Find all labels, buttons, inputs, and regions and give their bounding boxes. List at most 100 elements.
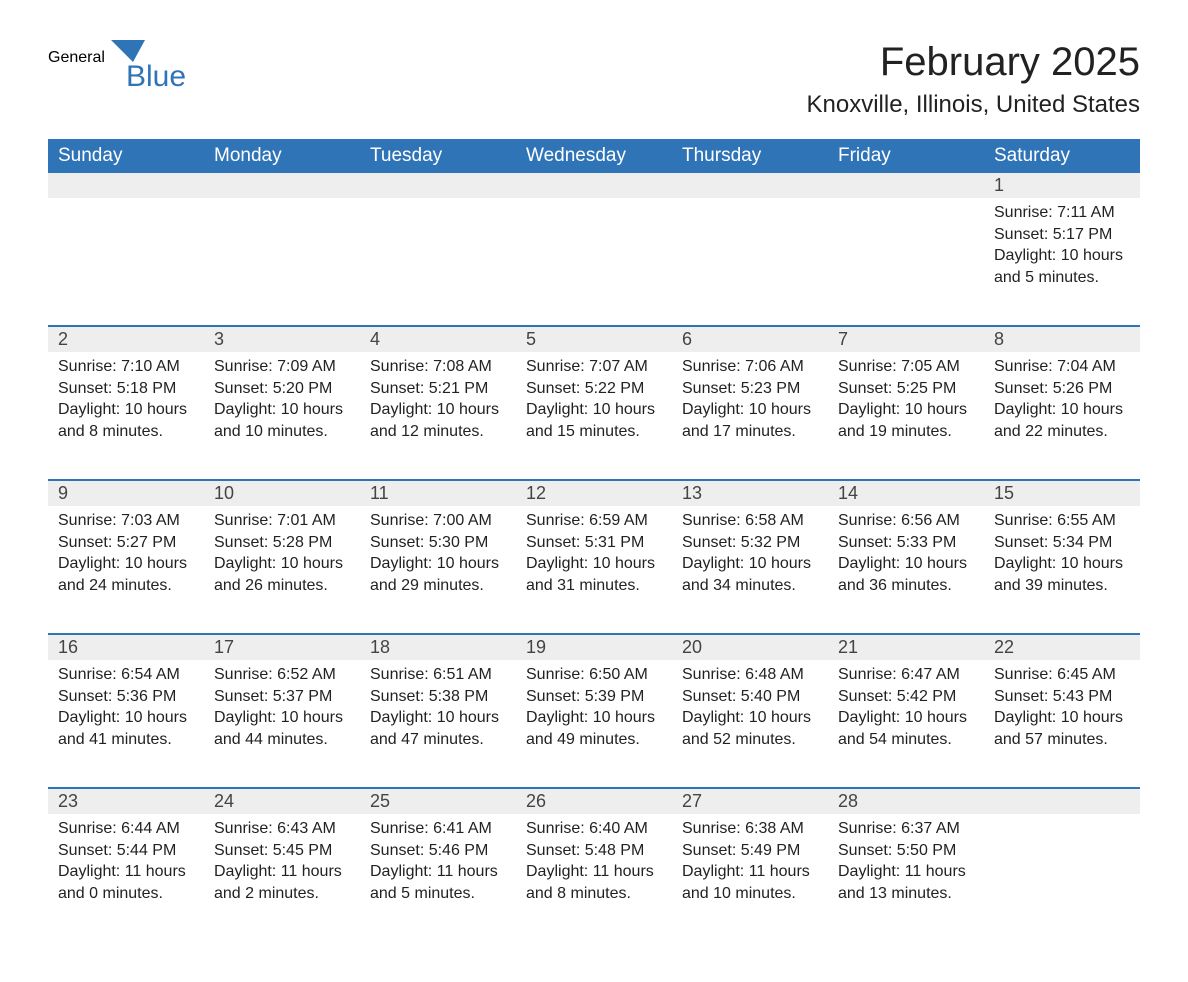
day-cell: Sunrise: 7:09 AMSunset: 5:20 PMDaylight:…	[204, 352, 360, 480]
day-number-row: 2345678	[48, 327, 1140, 352]
sunrise-text: Sunrise: 6:48 AM	[682, 664, 818, 686]
sunrise-text: Sunrise: 7:03 AM	[58, 510, 194, 532]
day-cell: Sunrise: 7:06 AMSunset: 5:23 PMDaylight:…	[672, 352, 828, 480]
sunrise-text: Sunrise: 6:56 AM	[838, 510, 974, 532]
location: Knoxville, Illinois, United States	[807, 91, 1141, 119]
day-number-cell: 17	[204, 635, 360, 660]
sunrise-text: Sunrise: 6:54 AM	[58, 664, 194, 686]
day-cell: Sunrise: 6:38 AMSunset: 5:49 PMDaylight:…	[672, 814, 828, 942]
title-block: February 2025 Knoxville, Illinois, Unite…	[807, 40, 1141, 119]
day-number-cell: 19	[516, 635, 672, 660]
calendar-head: SundayMondayTuesdayWednesdayThursdayFrid…	[48, 139, 1140, 173]
weekday-header: Tuesday	[360, 139, 516, 173]
day-cell: Sunrise: 6:58 AMSunset: 5:32 PMDaylight:…	[672, 506, 828, 634]
day-cell: Sunrise: 6:37 AMSunset: 5:50 PMDaylight:…	[828, 814, 984, 942]
day-cell: Sunrise: 6:54 AMSunset: 5:36 PMDaylight:…	[48, 660, 204, 788]
day-number-cell: 13	[672, 481, 828, 506]
sunrise-text: Sunrise: 7:01 AM	[214, 510, 350, 532]
sunset-text: Sunset: 5:20 PM	[214, 378, 350, 400]
day-number-cell: 15	[984, 481, 1140, 506]
logo: General Blue	[48, 40, 186, 92]
day-number-cell: 1	[984, 173, 1140, 198]
day-number-cell: 14	[828, 481, 984, 506]
sunset-text: Sunset: 5:43 PM	[994, 686, 1130, 708]
daylight-text: Daylight: 10 hours and 54 minutes.	[838, 707, 974, 750]
daylight-text: Daylight: 10 hours and 34 minutes.	[682, 553, 818, 596]
day-cell: Sunrise: 6:48 AMSunset: 5:40 PMDaylight:…	[672, 660, 828, 788]
day-number-cell: 21	[828, 635, 984, 660]
day-content-row: Sunrise: 6:44 AMSunset: 5:44 PMDaylight:…	[48, 814, 1140, 942]
sunrise-text: Sunrise: 7:00 AM	[370, 510, 506, 532]
day-number-cell	[360, 173, 516, 198]
daylight-text: Daylight: 10 hours and 10 minutes.	[214, 399, 350, 442]
daylight-text: Daylight: 10 hours and 29 minutes.	[370, 553, 506, 596]
sunset-text: Sunset: 5:28 PM	[214, 532, 350, 554]
sunset-text: Sunset: 5:27 PM	[58, 532, 194, 554]
weekday-header: Monday	[204, 139, 360, 173]
day-cell	[360, 198, 516, 326]
daylight-text: Daylight: 11 hours and 8 minutes.	[526, 861, 662, 904]
daylight-text: Daylight: 10 hours and 24 minutes.	[58, 553, 194, 596]
day-cell: Sunrise: 7:07 AMSunset: 5:22 PMDaylight:…	[516, 352, 672, 480]
daylight-text: Daylight: 10 hours and 36 minutes.	[838, 553, 974, 596]
calendar-table: SundayMondayTuesdayWednesdayThursdayFrid…	[48, 139, 1140, 942]
sunrise-text: Sunrise: 7:11 AM	[994, 202, 1130, 224]
weekday-header: Friday	[828, 139, 984, 173]
sunrise-text: Sunrise: 7:04 AM	[994, 356, 1130, 378]
sunset-text: Sunset: 5:42 PM	[838, 686, 974, 708]
day-cell: Sunrise: 6:40 AMSunset: 5:48 PMDaylight:…	[516, 814, 672, 942]
day-number-cell	[984, 789, 1140, 814]
day-number-cell: 4	[360, 327, 516, 352]
sunset-text: Sunset: 5:22 PM	[526, 378, 662, 400]
logo-text-blue: Blue	[126, 62, 186, 92]
day-number-cell: 12	[516, 481, 672, 506]
day-number-row: 232425262728	[48, 789, 1140, 814]
sunset-text: Sunset: 5:49 PM	[682, 840, 818, 862]
day-cell: Sunrise: 6:55 AMSunset: 5:34 PMDaylight:…	[984, 506, 1140, 634]
daylight-text: Daylight: 11 hours and 10 minutes.	[682, 861, 818, 904]
day-number-row: 16171819202122	[48, 635, 1140, 660]
daylight-text: Daylight: 11 hours and 5 minutes.	[370, 861, 506, 904]
sunset-text: Sunset: 5:39 PM	[526, 686, 662, 708]
sunrise-text: Sunrise: 7:09 AM	[214, 356, 350, 378]
sunrise-text: Sunrise: 6:37 AM	[838, 818, 974, 840]
day-cell: Sunrise: 7:05 AMSunset: 5:25 PMDaylight:…	[828, 352, 984, 480]
sunrise-text: Sunrise: 6:45 AM	[994, 664, 1130, 686]
sunset-text: Sunset: 5:26 PM	[994, 378, 1130, 400]
calendar-body: 1Sunrise: 7:11 AMSunset: 5:17 PMDaylight…	[48, 173, 1140, 942]
weekday-header: Saturday	[984, 139, 1140, 173]
daylight-text: Daylight: 10 hours and 39 minutes.	[994, 553, 1130, 596]
day-number-cell: 6	[672, 327, 828, 352]
day-content-row: Sunrise: 7:11 AMSunset: 5:17 PMDaylight:…	[48, 198, 1140, 326]
day-number-cell: 7	[828, 327, 984, 352]
day-cell: Sunrise: 6:47 AMSunset: 5:42 PMDaylight:…	[828, 660, 984, 788]
sunset-text: Sunset: 5:45 PM	[214, 840, 350, 862]
day-cell	[672, 198, 828, 326]
day-cell: Sunrise: 7:03 AMSunset: 5:27 PMDaylight:…	[48, 506, 204, 634]
daylight-text: Daylight: 10 hours and 57 minutes.	[994, 707, 1130, 750]
sunrise-text: Sunrise: 6:41 AM	[370, 818, 506, 840]
day-number-cell	[516, 173, 672, 198]
sunrise-text: Sunrise: 6:51 AM	[370, 664, 506, 686]
sunset-text: Sunset: 5:17 PM	[994, 224, 1130, 246]
daylight-text: Daylight: 11 hours and 0 minutes.	[58, 861, 194, 904]
sunrise-text: Sunrise: 6:47 AM	[838, 664, 974, 686]
day-cell: Sunrise: 6:56 AMSunset: 5:33 PMDaylight:…	[828, 506, 984, 634]
day-cell: Sunrise: 7:01 AMSunset: 5:28 PMDaylight:…	[204, 506, 360, 634]
sunset-text: Sunset: 5:44 PM	[58, 840, 194, 862]
day-cell: Sunrise: 6:51 AMSunset: 5:38 PMDaylight:…	[360, 660, 516, 788]
day-cell: Sunrise: 6:45 AMSunset: 5:43 PMDaylight:…	[984, 660, 1140, 788]
day-cell	[984, 814, 1140, 942]
sunset-text: Sunset: 5:50 PM	[838, 840, 974, 862]
day-cell: Sunrise: 6:50 AMSunset: 5:39 PMDaylight:…	[516, 660, 672, 788]
sunrise-text: Sunrise: 6:40 AM	[526, 818, 662, 840]
day-number-cell: 28	[828, 789, 984, 814]
daylight-text: Daylight: 10 hours and 22 minutes.	[994, 399, 1130, 442]
daylight-text: Daylight: 10 hours and 26 minutes.	[214, 553, 350, 596]
day-cell: Sunrise: 7:00 AMSunset: 5:30 PMDaylight:…	[360, 506, 516, 634]
day-number-cell: 18	[360, 635, 516, 660]
daylight-text: Daylight: 10 hours and 8 minutes.	[58, 399, 194, 442]
day-number-cell: 8	[984, 327, 1140, 352]
day-cell	[204, 198, 360, 326]
daylight-text: Daylight: 10 hours and 15 minutes.	[526, 399, 662, 442]
